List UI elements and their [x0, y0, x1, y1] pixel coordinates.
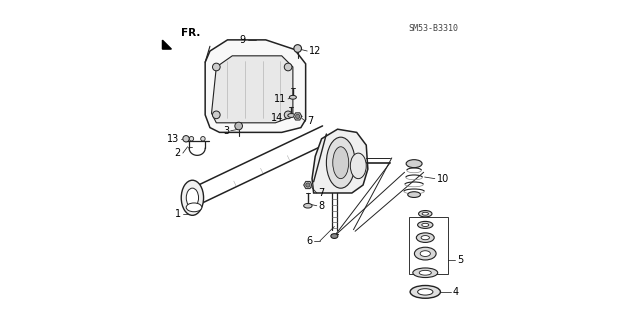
Ellipse shape — [303, 204, 312, 208]
Ellipse shape — [419, 271, 431, 275]
Ellipse shape — [289, 95, 296, 99]
Ellipse shape — [188, 189, 197, 206]
Ellipse shape — [418, 289, 433, 295]
Ellipse shape — [181, 180, 204, 215]
Text: 7: 7 — [307, 116, 314, 126]
Ellipse shape — [421, 235, 429, 240]
Circle shape — [189, 137, 194, 141]
Circle shape — [296, 115, 300, 119]
Ellipse shape — [419, 211, 432, 217]
Ellipse shape — [417, 233, 434, 242]
Ellipse shape — [350, 153, 366, 179]
Polygon shape — [304, 182, 312, 189]
Text: 12: 12 — [309, 46, 321, 56]
Ellipse shape — [326, 137, 355, 188]
Ellipse shape — [186, 188, 198, 207]
Ellipse shape — [331, 234, 338, 239]
Text: 10: 10 — [436, 174, 449, 184]
Ellipse shape — [333, 147, 349, 179]
Ellipse shape — [413, 268, 438, 278]
Text: 7: 7 — [319, 188, 324, 198]
Text: 9: 9 — [240, 35, 246, 45]
Text: 4: 4 — [452, 287, 459, 297]
Circle shape — [212, 111, 220, 119]
Polygon shape — [163, 40, 172, 49]
Text: SM53-B3310: SM53-B3310 — [409, 24, 459, 33]
Text: 8: 8 — [319, 201, 324, 211]
Text: FR.: FR. — [180, 28, 200, 39]
Circle shape — [284, 111, 292, 119]
Circle shape — [235, 122, 243, 130]
Circle shape — [294, 45, 301, 52]
Circle shape — [284, 63, 292, 71]
Polygon shape — [205, 40, 306, 132]
Ellipse shape — [420, 251, 430, 256]
Ellipse shape — [288, 114, 295, 117]
Circle shape — [201, 137, 205, 141]
Circle shape — [183, 136, 189, 142]
Ellipse shape — [415, 247, 436, 260]
Ellipse shape — [186, 203, 202, 212]
Circle shape — [306, 183, 310, 187]
Text: 5: 5 — [457, 255, 463, 265]
Polygon shape — [294, 113, 302, 120]
Text: 11: 11 — [274, 94, 286, 104]
Ellipse shape — [408, 192, 420, 197]
Ellipse shape — [410, 286, 440, 298]
Text: 14: 14 — [271, 113, 283, 123]
Ellipse shape — [422, 212, 428, 215]
Text: 1: 1 — [175, 209, 181, 219]
Circle shape — [212, 63, 220, 71]
Ellipse shape — [406, 160, 422, 168]
Ellipse shape — [418, 221, 433, 228]
Text: 6: 6 — [306, 236, 312, 246]
Text: 3: 3 — [223, 126, 229, 136]
Polygon shape — [312, 129, 368, 193]
Text: 13: 13 — [167, 134, 179, 144]
Polygon shape — [212, 56, 293, 123]
Ellipse shape — [422, 223, 429, 226]
Text: 2: 2 — [174, 148, 180, 158]
